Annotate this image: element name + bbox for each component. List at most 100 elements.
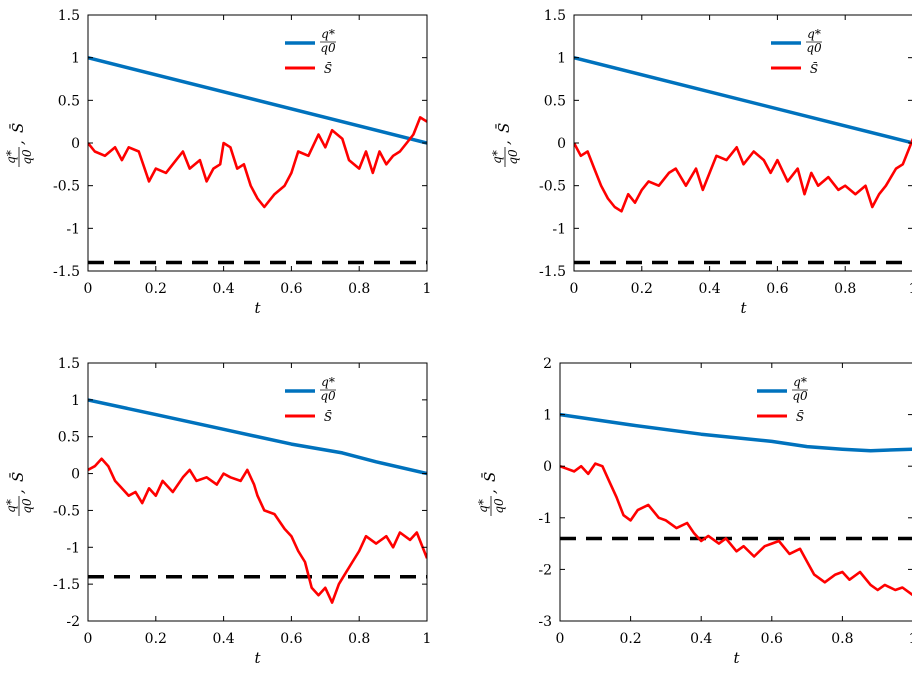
y-label-separator: ,	[495, 140, 513, 145]
x-tick-label: 0.8	[831, 631, 853, 647]
x-tick-label: 0	[556, 631, 565, 647]
x-tick-label: 0.8	[834, 281, 856, 297]
legend-s-label: S̄	[810, 61, 818, 76]
y-tick-label: -0.5	[53, 503, 80, 519]
x-tick-label: 0.8	[348, 281, 370, 297]
x-tick-label: 0.2	[619, 631, 641, 647]
y-tick-label: 1.5	[58, 356, 80, 372]
s-bar-line	[560, 462, 912, 597]
y-tick-label: 0.5	[544, 93, 566, 109]
y-label-s: S̄	[9, 123, 27, 133]
y-tick-label: -1	[538, 511, 552, 527]
q-ratio-line	[560, 412, 912, 453]
x-tick-label: 1	[423, 281, 432, 297]
legend-q-denominator: q0	[806, 41, 822, 55]
y-tick-label: -1	[552, 221, 566, 237]
legend: q*q0 S̄	[757, 375, 808, 424]
x-tick-label: 0.6	[280, 281, 302, 297]
panel-1: 0 0.2 0.4 0.6 0.8 1-1.5-1-0.500.511.5tq* q0, S…	[4, 8, 431, 317]
y-tick-label: -1	[66, 540, 80, 556]
legend-q-numerator: q*	[321, 375, 335, 389]
x-tick-label: 0.4	[212, 281, 234, 297]
axes-frame	[87, 14, 428, 272]
y-label-numerator: q*	[490, 150, 504, 164]
y-tick-label: -2	[66, 614, 80, 630]
y-label-denominator: q0	[20, 498, 34, 514]
y-tick-label: 0	[557, 136, 566, 152]
y-label-denominator: q0	[506, 149, 520, 165]
x-tick-label: 0	[570, 281, 579, 297]
y-tick-label: 0.5	[58, 93, 80, 109]
s-bar-line	[88, 116, 427, 209]
plot-area	[560, 412, 912, 597]
q-ratio-line	[574, 56, 912, 145]
y-tick-label: -1.5	[539, 264, 566, 280]
legend-q-numerator: q*	[321, 27, 335, 41]
x-tick-label: 0.4	[698, 281, 720, 297]
y-tick-label: 2	[543, 356, 552, 372]
y-label-separator: ,	[9, 489, 27, 494]
y-tick-label: 0	[71, 467, 80, 483]
axes-frame	[87, 362, 428, 622]
y-tick-label: 1.5	[58, 8, 80, 24]
y-tick-label: 0	[543, 459, 552, 475]
y-tick-label: 1	[71, 51, 80, 67]
x-axis-label: t	[740, 299, 747, 317]
y-label-numerator: q*	[4, 150, 18, 164]
y-label-numerator: q*	[4, 499, 18, 513]
y-tick-label: 0	[71, 136, 80, 152]
panel-3: 0 0.2 0.4 0.6 0.8 1-2-1.5-1-0.500.511.5tq* q0,…	[4, 356, 431, 667]
y-tick-label: 1.5	[544, 8, 566, 24]
legend-q-denominator: q0	[320, 41, 336, 55]
y-label-denominator: q0	[20, 149, 34, 165]
plot-area	[88, 398, 427, 604]
legend-s-label: S̄	[796, 409, 804, 424]
legend-q-denominator: q0	[792, 389, 808, 403]
legend: q*q0 S̄	[285, 27, 336, 76]
x-tick-label: 0.6	[766, 281, 788, 297]
y-label-denominator: q0	[492, 498, 506, 514]
y-tick-label: -1	[66, 221, 80, 237]
panel-2: 00.20.40.60.81-1.5-1-0.500.511.5tq*q0, S…	[490, 8, 912, 317]
axes-frame	[573, 14, 912, 272]
y-label-numerator: q*	[476, 499, 490, 513]
x-tick-label: 0	[84, 281, 93, 297]
y-tick-label: -1.5	[53, 264, 80, 280]
y-label-s: S̄	[481, 472, 499, 482]
s-bar-line	[574, 138, 912, 213]
x-tick-label: 1	[423, 631, 432, 647]
q-ratio-line	[88, 56, 427, 145]
y-tick-label: -0.5	[53, 179, 80, 195]
y-label-separator: ,	[481, 489, 499, 494]
legend-q-denominator: q0	[320, 389, 336, 403]
legend: q*q0 S̄	[771, 27, 822, 76]
x-axis-label: t	[254, 299, 261, 317]
y-tick-label: -1.5	[53, 577, 80, 593]
x-tick-label: 0	[84, 631, 93, 647]
y-tick-label: 0.5	[58, 430, 80, 446]
x-tick-label: 1	[909, 281, 912, 297]
plot-area	[574, 56, 912, 265]
y-label-s: S̄	[495, 123, 513, 133]
x-tick-label: 0.6	[761, 631, 783, 647]
legend: q*q0 S̄	[285, 375, 336, 424]
y-tick-label: -3	[538, 614, 552, 630]
x-tick-label: 0.2	[145, 631, 167, 647]
y-tick-label: -0.5	[539, 179, 566, 195]
x-tick-label: 1	[909, 631, 912, 647]
y-tick-label: 1	[71, 393, 80, 409]
y-axis-label: q* q0, S̄	[4, 123, 34, 167]
axes-frame	[559, 362, 912, 622]
y-label-separator: ,	[9, 140, 27, 145]
y-tick-label: -2	[538, 562, 552, 578]
legend-s-label: S̄	[324, 61, 332, 76]
y-axis-label: q* q0, S̄	[476, 472, 506, 516]
y-axis-label: q* q0, S̄	[490, 123, 520, 167]
x-tick-label: 0.6	[280, 631, 302, 647]
y-axis-label: q* q0, S̄	[4, 472, 34, 516]
legend-q-numerator: q*	[807, 27, 821, 41]
x-tick-label: 0.4	[212, 631, 234, 647]
x-tick-label: 0.8	[348, 631, 370, 647]
x-tick-label: 0.2	[631, 281, 653, 297]
